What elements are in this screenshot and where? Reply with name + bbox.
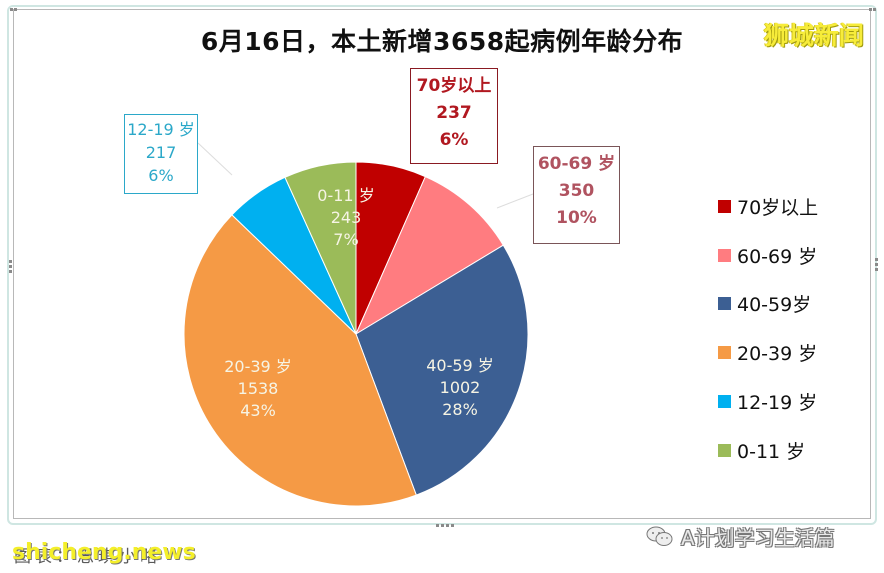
legend-item-40-59: 40-59岁	[718, 280, 818, 329]
watermark-caption: 图表：思琪小略	[14, 547, 161, 567]
resize-handle-tl[interactable]	[14, 8, 17, 11]
slice-label-name: 0-11 岁	[317, 186, 375, 205]
resize-handle-left[interactable]	[9, 270, 12, 273]
legend-swatch	[718, 199, 731, 213]
callout-60-69: 60-69 岁 350 10%	[533, 146, 620, 244]
slice-label-pct: 43%	[240, 401, 276, 420]
resize-handle-left[interactable]	[9, 265, 12, 268]
watermark-site-text: shicheng.news	[12, 540, 196, 565]
legend-item-20-39: 20-39 岁	[718, 328, 818, 377]
callout-label: 70岁以上	[416, 76, 492, 96]
leader-line-12	[197, 142, 233, 176]
callout-pct: 6%	[148, 166, 174, 185]
chart-legend: 70岁以上 60-69 岁 40-59岁 20-39 岁 12-19 岁 0-1…	[718, 182, 818, 475]
legend-label: 70岁以上	[737, 196, 819, 219]
legend-item-70-plus: 70岁以上	[718, 182, 818, 231]
legend-label: 0-11 岁	[737, 440, 806, 463]
legend-swatch	[718, 248, 731, 262]
chart-title: 6月16日，本土新增3658起病例年龄分布	[200, 27, 684, 56]
resize-handle-bottom[interactable]	[446, 524, 449, 527]
callout-count: 350	[558, 181, 595, 201]
watermark-wechat: A计划学习生活篇	[645, 522, 835, 551]
resize-handle-tl[interactable]	[10, 8, 13, 11]
resize-handle-right[interactable]	[875, 258, 878, 261]
slice-label-count: 243	[330, 208, 362, 227]
resize-handle-tr[interactable]	[869, 8, 872, 11]
resize-handle-tr[interactable]	[873, 8, 876, 11]
resize-handle-bottom[interactable]	[451, 524, 454, 527]
pie-slice-20-39	[183, 214, 417, 507]
resize-handle-bottom[interactable]	[441, 524, 444, 527]
legend-label: 60-69 岁	[737, 245, 818, 268]
callout-70-plus: 70岁以上 237 6%	[410, 68, 498, 164]
watermark-wechat-text: A计划学习生活篇	[681, 526, 835, 550]
slice-label-pct: 28%	[442, 400, 478, 419]
slice-label-0-11: 0-11 岁 243 7%	[306, 185, 386, 251]
resize-handle-bottom[interactable]	[436, 524, 439, 527]
legend-item-0-11: 0-11 岁	[718, 426, 818, 475]
pie-slice-40-59	[355, 244, 529, 496]
resize-handle-left[interactable]	[9, 260, 12, 263]
callout-pct: 10%	[556, 208, 597, 228]
callout-label: 12-19 岁	[127, 120, 195, 139]
legend-item-60-69: 60-69 岁	[718, 231, 818, 280]
brand-logo: 狮城新闻	[763, 21, 864, 50]
slice-label-name: 40-59 岁	[426, 356, 494, 375]
legend-swatch	[718, 443, 731, 457]
pie-slice-0-11	[284, 161, 357, 335]
slice-label-40-59: 40-59 岁 1002 28%	[410, 355, 510, 421]
callout-label: 60-69 岁	[537, 154, 616, 174]
slice-label-count: 1002	[439, 378, 481, 397]
callout-count: 237	[436, 103, 472, 123]
legend-item-12-19: 12-19 岁	[718, 377, 818, 426]
legend-swatch	[718, 297, 731, 311]
callout-pct: 6%	[439, 130, 469, 150]
pie-slice-60-69	[354, 175, 504, 336]
resize-handle-right[interactable]	[875, 263, 878, 266]
legend-swatch	[718, 346, 731, 360]
leader-line-60	[496, 193, 534, 209]
callout-count: 217	[145, 143, 177, 162]
legend-label: 12-19 岁	[737, 392, 818, 415]
legend-label: 40-59岁	[737, 294, 812, 317]
callout-12-19: 12-19 岁 217 6%	[124, 114, 198, 194]
legend-label: 20-39 岁	[737, 343, 818, 366]
legend-swatch	[718, 395, 731, 409]
slice-label-count: 1538	[237, 379, 279, 398]
slice-label-20-39: 20-39 岁 1538 43%	[208, 356, 308, 422]
watermark-site: 图表：思琪小略 shicheng.news	[12, 540, 196, 567]
slice-label-name: 20-39 岁	[224, 357, 292, 376]
resize-handle-right[interactable]	[875, 268, 878, 271]
slice-label-pct: 7%	[333, 230, 359, 249]
wechat-icon	[646, 526, 673, 546]
